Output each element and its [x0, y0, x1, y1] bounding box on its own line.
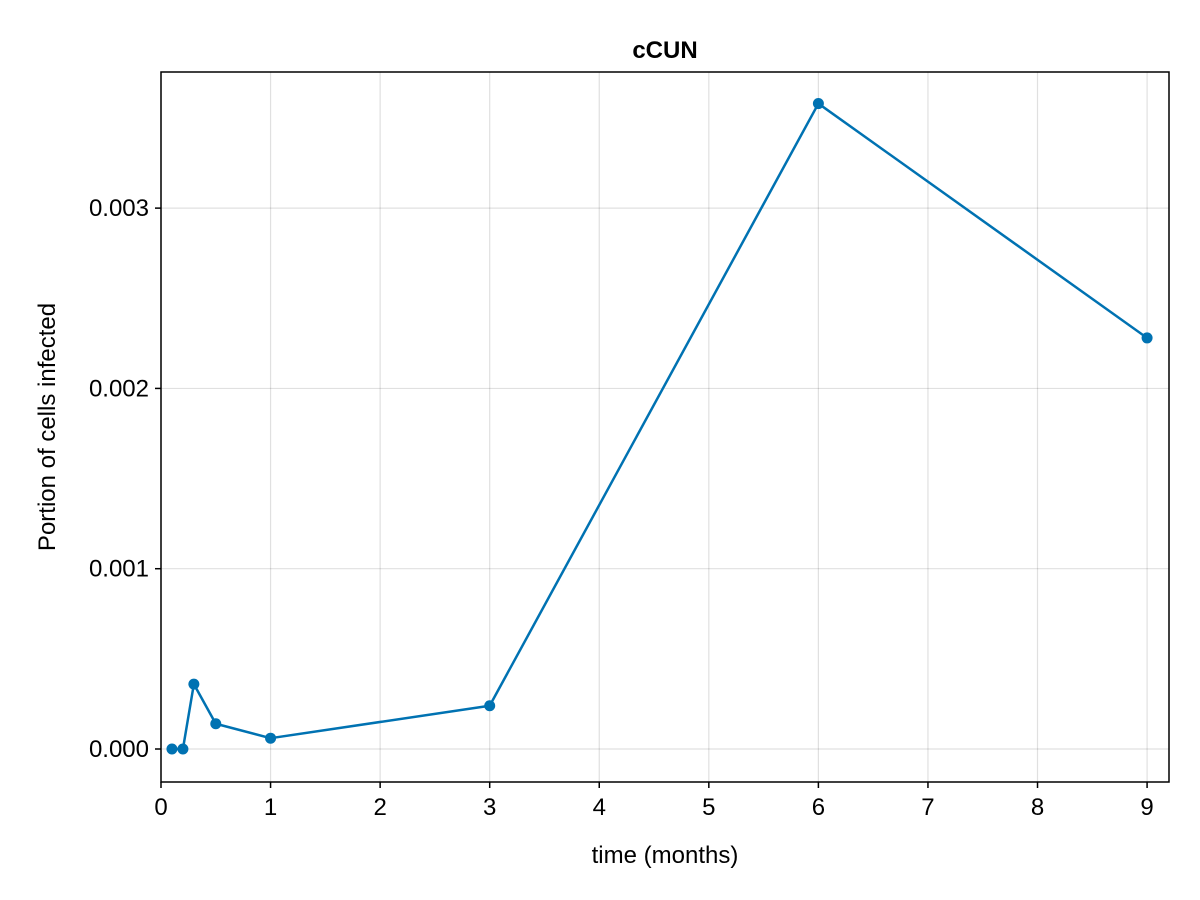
- x-axis-label: time (months): [592, 842, 739, 869]
- x-tick-label: 7: [921, 794, 934, 821]
- data-point: [812, 98, 824, 110]
- y-axis-ticks: 0.000 0.001 0.002 0.003: [89, 195, 161, 763]
- x-tick-label: 8: [1031, 794, 1044, 821]
- y-tick-label: 0.000: [89, 736, 149, 763]
- x-tick-label: 4: [593, 794, 606, 821]
- series-line: [171, 102, 1148, 751]
- data-point: [484, 700, 496, 712]
- x-axis-ticks: 0 1 2 3 4 5 6 7 8 9: [154, 782, 1154, 821]
- x-tick-label: 6: [812, 794, 825, 821]
- y-tick-label: 0.003: [89, 195, 149, 222]
- x-tick-label: 3: [483, 794, 496, 821]
- y-tick-label: 0.002: [89, 375, 149, 402]
- data-point: [177, 743, 189, 755]
- x-tick-label: 1: [264, 794, 277, 821]
- y-axis-label: Portion of cells infected: [34, 303, 61, 551]
- plot-frame: [160, 71, 1170, 783]
- x-tick-label: 0: [154, 794, 167, 821]
- y-tick-label: 0.001: [89, 556, 149, 583]
- data-point: [265, 732, 277, 744]
- data-point: [1141, 332, 1153, 344]
- x-tick-label: 9: [1140, 794, 1153, 821]
- chart-title: cCUN: [632, 37, 697, 64]
- series-layer: [166, 98, 1153, 755]
- data-point: [188, 678, 200, 690]
- x-tick-label: 2: [373, 794, 386, 821]
- data-point: [166, 743, 178, 755]
- x-tick-label: 5: [702, 794, 715, 821]
- grid: [160, 72, 1169, 782]
- data-point: [210, 718, 222, 730]
